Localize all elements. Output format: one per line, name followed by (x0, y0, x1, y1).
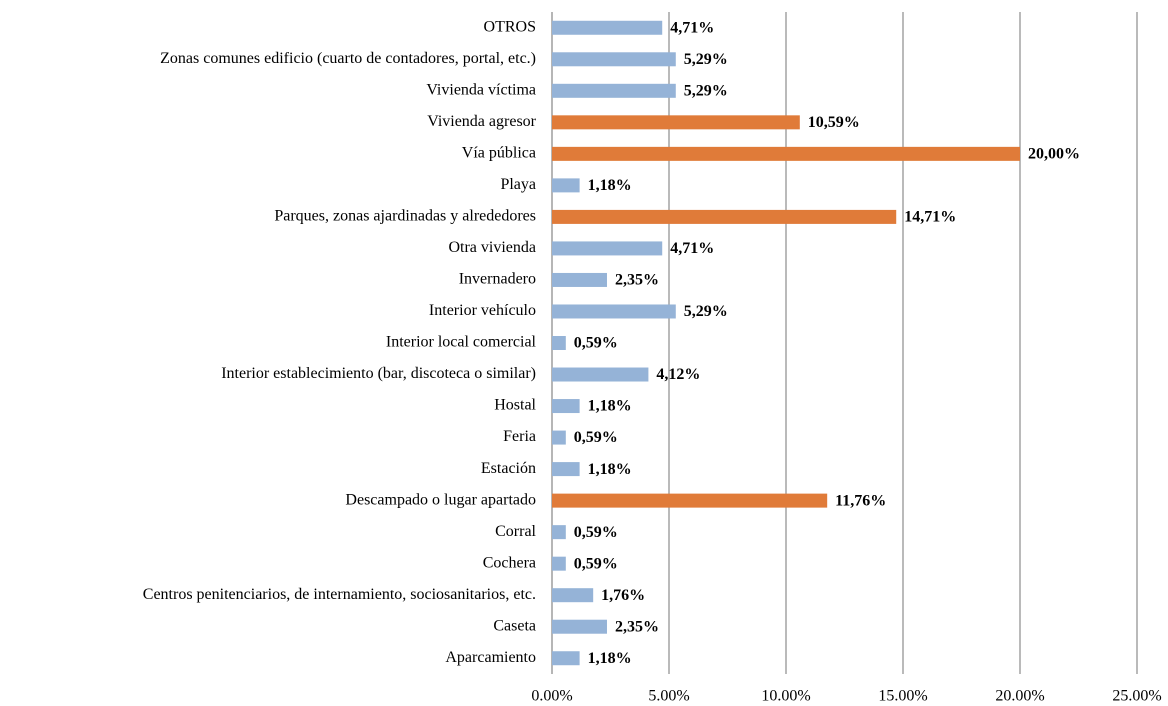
y-tick-label: Corral (495, 523, 536, 540)
value-label: 1,18% (588, 461, 632, 478)
bar (552, 588, 594, 603)
y-tick-label: Interior establecimiento (bar, discoteca… (221, 365, 536, 382)
bar (552, 619, 607, 634)
bar (552, 525, 566, 540)
bar (552, 20, 663, 35)
x-tick-label: 0.00% (531, 688, 572, 705)
bar (552, 83, 676, 98)
y-tick-label: Centros penitenciarios, de internamiento… (143, 586, 536, 603)
y-tick-label: Estación (481, 460, 536, 477)
x-tick-label: 10.00% (761, 688, 810, 705)
bar (552, 336, 566, 350)
bar (552, 178, 580, 193)
y-tick-label: Parques, zonas ajardinadas y alrededores (274, 208, 536, 225)
y-tick-label: Aparcamiento (445, 649, 536, 666)
bar (552, 304, 676, 319)
value-label: 1,18% (588, 177, 632, 194)
value-label: 5,29% (684, 51, 728, 68)
y-tick-label: Hostal (494, 397, 536, 414)
value-label: 4,71% (670, 19, 714, 36)
value-label: 20,00% (1028, 146, 1080, 163)
value-label: 5,29% (684, 82, 728, 99)
value-label: 11,76% (835, 492, 886, 509)
value-label: 0,59% (574, 335, 618, 352)
y-tick-label: Vivienda agresor (427, 113, 536, 130)
y-tick-label: Feria (503, 428, 536, 445)
value-label: 0,59% (574, 524, 618, 541)
y-tick-label: Descampado o lugar apartado (345, 491, 536, 508)
value-label: 0,59% (574, 555, 618, 572)
value-label: 4,12% (656, 366, 700, 383)
value-label: 0,59% (574, 429, 618, 446)
bar (552, 430, 566, 445)
value-label: 14,71% (904, 209, 956, 226)
y-tick-label: Interior vehículo (429, 302, 536, 319)
bar (552, 115, 800, 130)
y-tick-label: Invernadero (459, 271, 536, 288)
value-label: 1,18% (588, 398, 632, 415)
y-tick-label: Caseta (493, 617, 536, 634)
y-tick-label: Zonas comunes edificio (cuarto de contad… (160, 50, 536, 67)
y-tick-label: Cochera (483, 554, 536, 571)
x-tick-label: 5.00% (648, 688, 689, 705)
bar (552, 272, 607, 287)
y-tick-label: Vivienda víctima (426, 81, 536, 98)
value-label: 1,76% (601, 587, 645, 604)
bar (552, 367, 649, 382)
y-tick-label: Otra vivienda (448, 239, 536, 256)
bar (552, 209, 897, 224)
value-label: 4,71% (670, 240, 714, 257)
x-tick-label: 20.00% (995, 688, 1044, 705)
bar (552, 462, 580, 477)
value-label: 5,29% (684, 303, 728, 320)
bar (552, 493, 828, 508)
y-tick-label: Interior local comercial (386, 334, 537, 351)
bar (552, 399, 580, 414)
bar (552, 651, 580, 666)
y-tick-label: Playa (500, 176, 536, 193)
value-label: 2,35% (615, 618, 659, 635)
bar (552, 52, 676, 67)
bar (552, 146, 1020, 161)
x-tick-label: 25.00% (1112, 688, 1161, 705)
x-tick-label: 15.00% (878, 688, 927, 705)
value-label: 10,59% (808, 114, 860, 131)
y-tick-label: Vía pública (462, 145, 536, 162)
bar (552, 241, 663, 256)
value-label: 1,18% (588, 650, 632, 667)
y-tick-label: OTROS (484, 18, 536, 35)
value-label: 2,35% (615, 272, 659, 289)
bar (552, 556, 566, 571)
